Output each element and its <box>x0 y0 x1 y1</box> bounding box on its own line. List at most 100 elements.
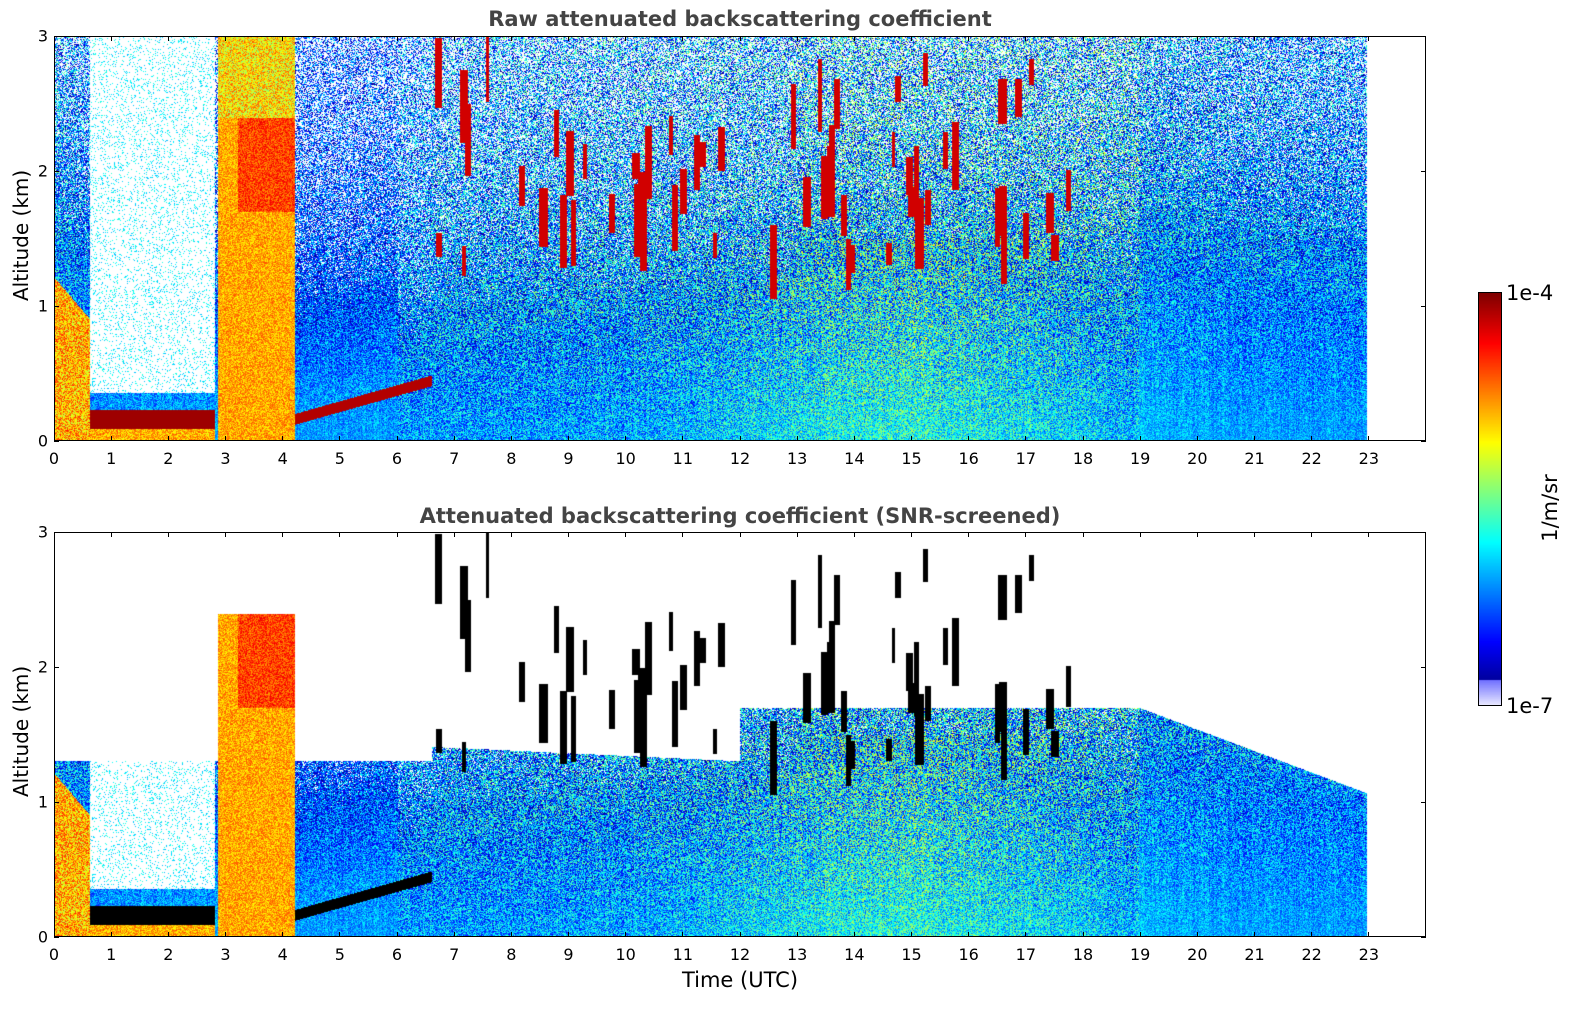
panel1-xtick-mark <box>53 436 55 441</box>
panel1-ytick-mark <box>54 35 59 37</box>
panel1-xtick-mark <box>225 36 226 41</box>
panel2-xtick-label: 13 <box>786 945 808 964</box>
panel2-xtick-mark <box>339 932 341 937</box>
panel1-ytick-mark <box>1421 35 1426 37</box>
panel1-xtick-label: 1 <box>106 449 117 468</box>
panel2-xtick-mark <box>1025 932 1027 937</box>
panel1-xtick-label: 4 <box>277 449 288 468</box>
panel1-ytick-label: 3 <box>37 26 48 46</box>
panel1-xtick-mark <box>1311 36 1313 41</box>
panel2-xtick-label: 1 <box>106 945 117 964</box>
colorbar-unit-label: 1/m/sr <box>1537 474 1562 542</box>
panel1-xtick-label: 8 <box>506 449 517 468</box>
panel1-xtick-label: 3 <box>220 449 231 468</box>
panel1-heatmap <box>55 37 1425 440</box>
panel2-xtick-label: 20 <box>1187 945 1208 964</box>
panel1-xtick-mark <box>968 436 970 441</box>
panel1-xtick-mark <box>110 36 112 41</box>
panel2-xtick-label: 6 <box>391 945 403 964</box>
panel1-xtick-label: 13 <box>786 449 808 468</box>
panel2-xtick-mark <box>796 932 798 937</box>
panel2-xtick-mark <box>682 932 684 937</box>
panel2-xtick-label: 15 <box>901 945 922 964</box>
panel2-xtick-mark <box>1368 932 1370 937</box>
panel1-xtick-label: 0 <box>48 449 60 468</box>
panel1-xtick-mark <box>453 36 455 41</box>
panel2-xtick-mark <box>1082 532 1084 537</box>
panel1-xtick-mark <box>625 436 627 441</box>
panel2-xtick-label: 16 <box>958 945 979 964</box>
panel2-xtick-mark <box>1025 532 1027 537</box>
panel2-xtick-mark <box>968 532 970 537</box>
panel2-ytick-mark <box>1421 531 1426 533</box>
panel2-xtick-label: 5 <box>334 945 345 964</box>
panel1-xtick-mark <box>796 436 798 441</box>
panel2-title: Attenuated backscattering coefficient (S… <box>419 504 1061 528</box>
colorbar <box>1478 292 1502 706</box>
panel1-xtick-mark <box>1254 436 1255 441</box>
panel1-ytick-mark <box>1421 440 1426 442</box>
panel2-xtick-label: 21 <box>1244 945 1265 964</box>
panel1-xtick-mark <box>225 436 226 441</box>
panel2-ytick-mark <box>1421 801 1426 803</box>
panel2-xtick-label: 10 <box>615 945 636 964</box>
panel1-xtick-mark <box>739 36 741 41</box>
panel2-xtick-mark <box>568 932 569 937</box>
panel1-xtick-mark <box>739 436 741 441</box>
panel2-xtick-mark <box>911 532 912 537</box>
panel2-ytick-label: 1 <box>37 792 48 812</box>
panel2-xtick-mark <box>339 532 341 537</box>
panel1-xtick-mark <box>1082 36 1084 41</box>
panel2-xtick-mark <box>853 932 855 937</box>
panel2-xtick-mark <box>225 932 226 937</box>
panel1-xtick-label: 14 <box>844 449 865 468</box>
panel1-title: Raw attenuated backscattering coefficien… <box>488 7 992 31</box>
colorbar-max-label: 1e-4 <box>1506 281 1554 305</box>
panel1-xtick-mark <box>282 436 284 441</box>
panel2-xtick-mark <box>1368 532 1370 537</box>
panel2-xtick-mark <box>853 532 855 537</box>
panel1-xtick-label: 2 <box>163 449 174 468</box>
panel2-xtick-mark <box>968 932 970 937</box>
panel1-xtick-mark <box>911 436 912 441</box>
panel1-xtick-label: 11 <box>672 449 694 468</box>
panel2-xtick-label: 3 <box>220 945 231 964</box>
panel1-xtick-mark <box>853 436 855 441</box>
panel2-xlabel: Time (UTC) <box>681 968 799 992</box>
panel1-xtick-label: 20 <box>1187 449 1208 468</box>
panel1-xtick-mark <box>1025 36 1027 41</box>
panel1-ytick-label: 2 <box>37 161 48 181</box>
panel2-xtick-mark <box>1082 932 1084 937</box>
panel2-ytick-label: 0 <box>37 927 48 947</box>
panel2-ytick-label: 2 <box>37 657 48 677</box>
panel2-xtick-mark <box>1254 932 1255 937</box>
panel1-xtick-mark <box>1139 36 1141 41</box>
panel1-xtick-mark <box>682 436 684 441</box>
panel2-xtick-label: 14 <box>844 945 865 964</box>
panel2-xtick-label: 11 <box>672 945 694 964</box>
panel2-xtick-mark <box>167 932 169 937</box>
panel1-xtick-mark <box>568 436 569 441</box>
panel1-xtick-label: 19 <box>1129 449 1151 468</box>
panel2-xtick-mark <box>1196 532 1198 537</box>
panel2-xtick-label: 18 <box>1072 945 1094 964</box>
panel1-xtick-label: 6 <box>391 449 403 468</box>
panel1-xtick-mark <box>625 36 627 41</box>
panel1-ytick-label: 0 <box>37 431 48 451</box>
panel1-xtick-label: 15 <box>901 449 922 468</box>
panel2-xtick-label: 7 <box>449 945 460 964</box>
panel1-xtick-mark <box>796 36 798 41</box>
panel2-plot-area <box>54 532 1426 937</box>
panel1-xtick-mark <box>1025 436 1027 441</box>
panel1-xtick-mark <box>1254 36 1255 41</box>
colorbar-min-label: 1e-7 <box>1506 694 1554 718</box>
panel1-xtick-mark <box>682 36 684 41</box>
panel1-xtick-mark <box>396 436 398 441</box>
panel2-xtick-mark <box>167 532 169 537</box>
panel2-ytick-mark <box>54 801 59 803</box>
panel1-ytick-mark <box>1421 170 1426 172</box>
panel2-ytick-mark <box>1421 666 1426 668</box>
panel2-xtick-mark <box>110 932 112 937</box>
panel1-xtick-mark <box>1196 36 1198 41</box>
panel2-xtick-label: 4 <box>277 945 288 964</box>
